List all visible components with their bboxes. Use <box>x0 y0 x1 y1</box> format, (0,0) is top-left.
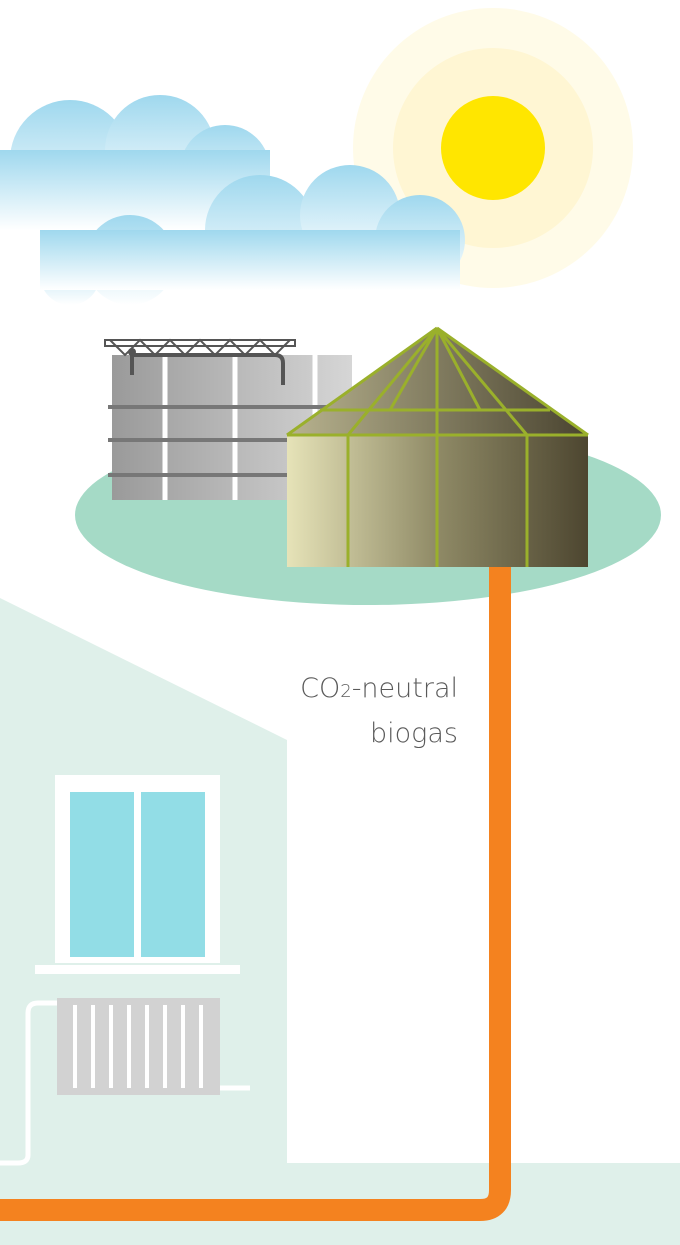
digester <box>286 326 589 567</box>
label-suffix: -neutral <box>352 673 458 704</box>
radiator <box>0 998 250 1166</box>
label-prefix: CO <box>300 673 340 704</box>
label-line-2: biogas <box>370 718 458 749</box>
clouds <box>0 95 465 305</box>
label-line-1: CO2-neutral <box>300 673 458 704</box>
label-subscript: 2 <box>340 681 351 702</box>
window <box>35 775 240 974</box>
gas-pipe-front <box>0 1163 511 1221</box>
